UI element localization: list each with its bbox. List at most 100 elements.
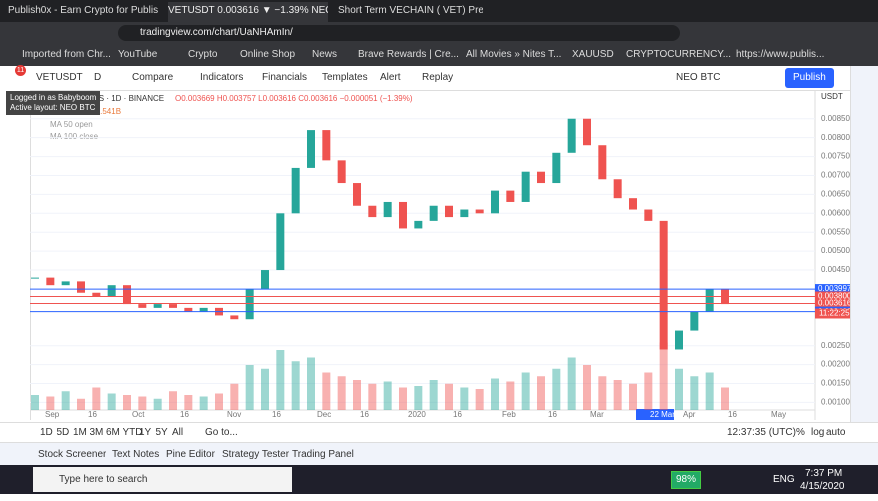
bookmark[interactable]: XAUUSD [572,49,614,60]
volume-bar [399,387,407,410]
volume-bar [613,380,622,410]
range-button[interactable]: 5Y [155,427,168,438]
candle [107,285,116,297]
range-button[interactable]: All [172,427,184,438]
x-tick-label: 16 [180,410,189,419]
bookmark[interactable]: All Movies » Nites T... [466,49,562,60]
bookmark[interactable]: News [312,49,338,60]
panel-tab[interactable]: Stock Screener [38,449,107,460]
candle [77,281,85,293]
toolbar-button[interactable]: Financials [262,72,308,83]
tab[interactable]: Short Term VECHAIN ( VET) Predic [338,5,483,16]
x-tick-label: May [771,410,786,419]
volume-bar [583,365,591,410]
x-tick-label: Feb [502,410,516,419]
volume-bar [705,372,714,410]
range-button[interactable]: 1D [40,427,53,438]
volume-bar [414,386,423,410]
panel-tab[interactable]: Strategy Tester [222,449,290,460]
toolbar-button[interactable]: Indicators [200,72,244,83]
candle [690,311,699,331]
volume-bar [322,372,331,410]
volume-bar [184,395,193,410]
volume-bar [291,361,300,410]
candle [245,288,254,320]
range-button[interactable]: 1M [73,427,87,438]
candle [521,171,530,202]
candle [184,307,193,312]
candle [598,145,607,180]
range-button[interactable]: 6M [106,427,120,438]
crosshair-date-bg [636,409,674,420]
badge: 11 [15,65,26,76]
price-tag [815,284,850,295]
candle [644,209,653,221]
range-button[interactable]: 3M [89,427,104,438]
candle [460,209,469,218]
toolbar-button[interactable]: Replay [422,72,454,83]
scale-button[interactable]: log [811,427,825,438]
bookmark[interactable]: https://www.publis... [736,49,825,60]
volume-bar [721,387,729,410]
tooltip-line: Logged in as Babyboom [10,93,97,102]
bookmark[interactable]: Crypto [188,49,218,60]
toolbar-button[interactable]: Alert [380,72,401,83]
bookmark[interactable]: Online Shop [240,49,296,60]
panel-tab[interactable]: Pine Editor [166,449,215,460]
interval[interactable]: D [94,72,102,83]
candle [261,270,269,289]
bookmark[interactable]: YouTube [118,49,158,60]
candle [138,304,147,308]
symbol[interactable]: VETUSDT [36,72,83,83]
price-tag-label: 0.003997 [818,284,850,293]
bookmark[interactable]: CRYPTOCURRENCY... [626,49,732,60]
tab[interactable]: Publish0x - Earn Crypto for Publish [8,5,158,16]
range-button[interactable]: 5D [56,427,70,438]
panel-tab[interactable]: Text Notes [112,449,160,460]
publish-button[interactable]: Publish [785,68,834,88]
candle [567,118,576,153]
date: 4/15/2020 [800,481,845,492]
volume-bar [491,378,499,410]
x-tick-label: 16 [548,410,557,419]
goto[interactable]: Go to... [205,427,238,438]
legend-study: MA 50 open [50,120,93,129]
volume-bar [675,368,683,410]
bookmark[interactable]: Imported from Chr... [22,49,111,60]
scale-button[interactable]: auto [826,427,846,438]
candle [123,285,131,305]
layout-name[interactable]: NEO BTC [676,72,721,83]
toolbar-button[interactable]: Templates [322,72,368,83]
chart: VeChain / TetherUS · 1D · BINANCE O0.003… [30,90,850,420]
volume-bar [383,381,392,410]
candle [276,213,285,271]
tab[interactable]: VETUSDT 0.003616 ▼ −1.39% NEO [168,2,328,22]
range-button[interactable]: 1Y [139,427,152,438]
bookmark[interactable]: Brave Rewards | Cre... [358,49,459,60]
scale-button[interactable]: % [796,427,805,438]
candle [629,198,637,210]
search-box[interactable]: Type here to search [33,467,292,492]
price-tag-label: 0.003616 [818,299,850,308]
candle [322,130,331,161]
address-bar[interactable]: tradingview.com/chart/UaNHAmIn/ [118,25,680,41]
panel-tab[interactable]: Trading Panel [292,449,354,460]
volume-bar [598,376,607,410]
y-tick-label: 0.001000 [821,398,850,407]
volume-bar [276,350,285,410]
candle [31,277,39,279]
range-button[interactable]: YTD [122,427,143,438]
volume-bar [199,396,208,410]
volume-bar [77,398,85,410]
candle [475,209,484,214]
candle [675,330,683,350]
toolbar-button[interactable]: Compare [132,72,174,83]
candle [92,292,101,297]
